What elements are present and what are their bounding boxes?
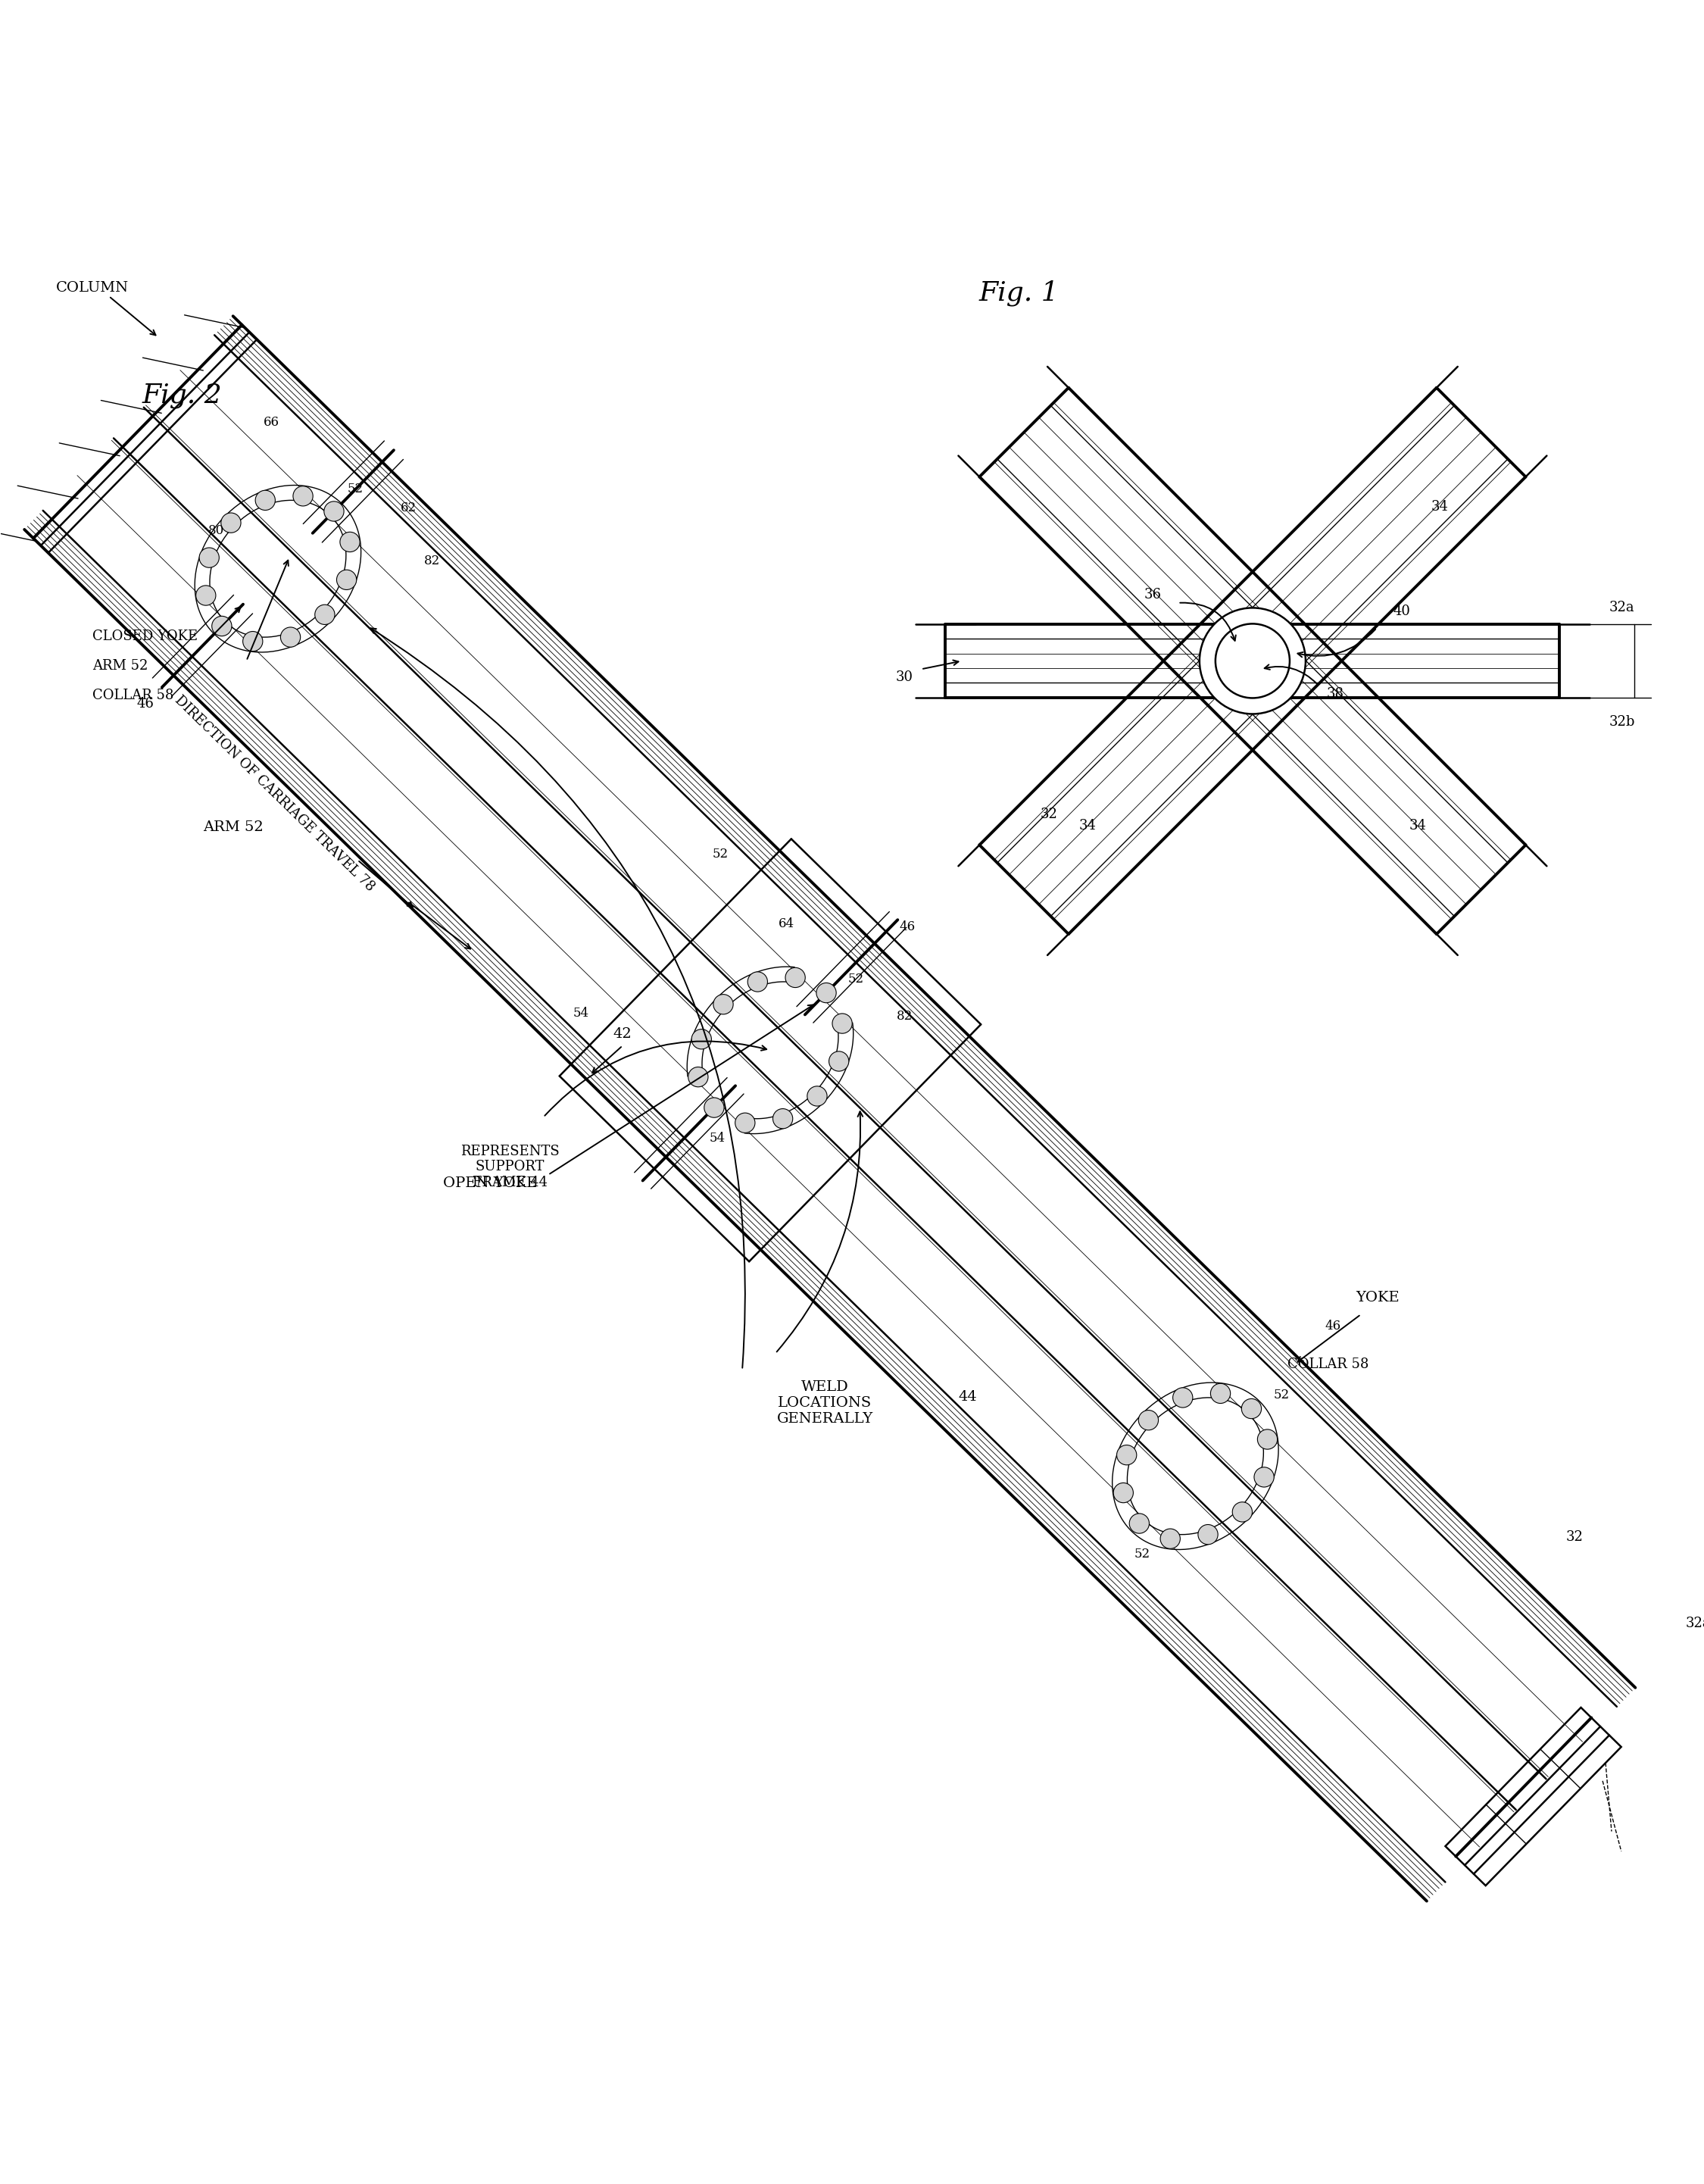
Text: 34: 34 [1079, 819, 1096, 832]
Text: CLOSED YOKE: CLOSED YOKE [92, 629, 198, 642]
Text: YOKE: YOKE [1356, 1291, 1399, 1304]
Circle shape [1130, 1514, 1148, 1533]
Circle shape [714, 994, 733, 1013]
Text: 52: 52 [712, 847, 728, 860]
Text: 36: 36 [1145, 587, 1162, 601]
Circle shape [196, 585, 216, 605]
Text: 44: 44 [958, 1391, 976, 1404]
Circle shape [1254, 1468, 1275, 1487]
Circle shape [341, 533, 360, 553]
Text: 52: 52 [1273, 1389, 1290, 1402]
Text: 30: 30 [895, 670, 913, 684]
Text: 82: 82 [896, 1009, 912, 1022]
Text: Fig. 2: Fig. 2 [141, 382, 222, 408]
Circle shape [1200, 607, 1305, 714]
Text: 52: 52 [849, 972, 864, 985]
Text: WELD
LOCATIONS
GENERALLY: WELD LOCATIONS GENERALLY [777, 1380, 872, 1426]
Text: 62: 62 [400, 502, 417, 515]
Text: COLLAR 58: COLLAR 58 [92, 688, 174, 703]
Circle shape [281, 627, 300, 646]
Circle shape [828, 1051, 849, 1070]
Circle shape [832, 1013, 852, 1033]
Circle shape [1172, 1387, 1193, 1406]
Circle shape [1160, 1529, 1181, 1548]
Text: 54: 54 [573, 1007, 590, 1020]
Text: 52: 52 [1135, 1546, 1150, 1559]
Text: 46: 46 [900, 919, 915, 933]
Text: 42: 42 [613, 1026, 632, 1042]
Text: 34: 34 [1409, 819, 1426, 832]
Text: 32a: 32a [1685, 1616, 1704, 1631]
Text: 80: 80 [208, 524, 225, 537]
Text: 46: 46 [1324, 1319, 1341, 1332]
Text: COLUMN: COLUMN [56, 282, 128, 295]
Circle shape [337, 570, 356, 590]
Text: 32b: 32b [1609, 716, 1636, 729]
Circle shape [816, 983, 837, 1002]
Circle shape [808, 1085, 826, 1105]
Text: REPRESENTS
SUPPORT
FRAME 44: REPRESENTS SUPPORT FRAME 44 [460, 1144, 559, 1190]
Circle shape [1198, 1524, 1218, 1544]
Text: 32a: 32a [1609, 601, 1634, 614]
Text: 40: 40 [1394, 605, 1411, 618]
Circle shape [211, 616, 232, 636]
Circle shape [1215, 625, 1290, 699]
Circle shape [1116, 1446, 1137, 1465]
Text: 32: 32 [1041, 808, 1058, 821]
Circle shape [256, 491, 276, 511]
Text: 82: 82 [424, 555, 440, 568]
Circle shape [1258, 1428, 1278, 1450]
Text: DIRECTION OF CARRIAGE TRAVEL 78: DIRECTION OF CARRIAGE TRAVEL 78 [172, 692, 377, 893]
Text: 38: 38 [1327, 688, 1344, 701]
Circle shape [199, 548, 220, 568]
Text: 32: 32 [1566, 1531, 1583, 1544]
Text: ARM 52: ARM 52 [92, 660, 148, 673]
Circle shape [688, 1068, 709, 1088]
Circle shape [1138, 1411, 1159, 1431]
Circle shape [692, 1029, 712, 1048]
Text: 64: 64 [779, 917, 794, 930]
Circle shape [1242, 1398, 1261, 1420]
Circle shape [324, 502, 344, 522]
Text: 34: 34 [1431, 500, 1448, 513]
Text: COLLAR 58: COLLAR 58 [1287, 1356, 1368, 1372]
Text: Fig. 1: Fig. 1 [980, 280, 1060, 306]
Circle shape [222, 513, 240, 533]
Text: ARM 52: ARM 52 [203, 821, 264, 834]
Text: 66: 66 [262, 417, 279, 428]
Text: OPEN YOKE: OPEN YOKE [443, 1177, 537, 1190]
Circle shape [1210, 1382, 1230, 1404]
Circle shape [734, 1114, 755, 1133]
Text: 46: 46 [136, 697, 153, 710]
Circle shape [1232, 1503, 1252, 1522]
Circle shape [244, 631, 262, 651]
Circle shape [786, 968, 806, 987]
Circle shape [1113, 1483, 1133, 1503]
Circle shape [774, 1109, 792, 1129]
Circle shape [748, 972, 767, 992]
Circle shape [315, 605, 334, 625]
Circle shape [704, 1099, 724, 1118]
Text: 54: 54 [709, 1131, 726, 1144]
Circle shape [293, 487, 314, 507]
Text: 52: 52 [348, 483, 363, 496]
